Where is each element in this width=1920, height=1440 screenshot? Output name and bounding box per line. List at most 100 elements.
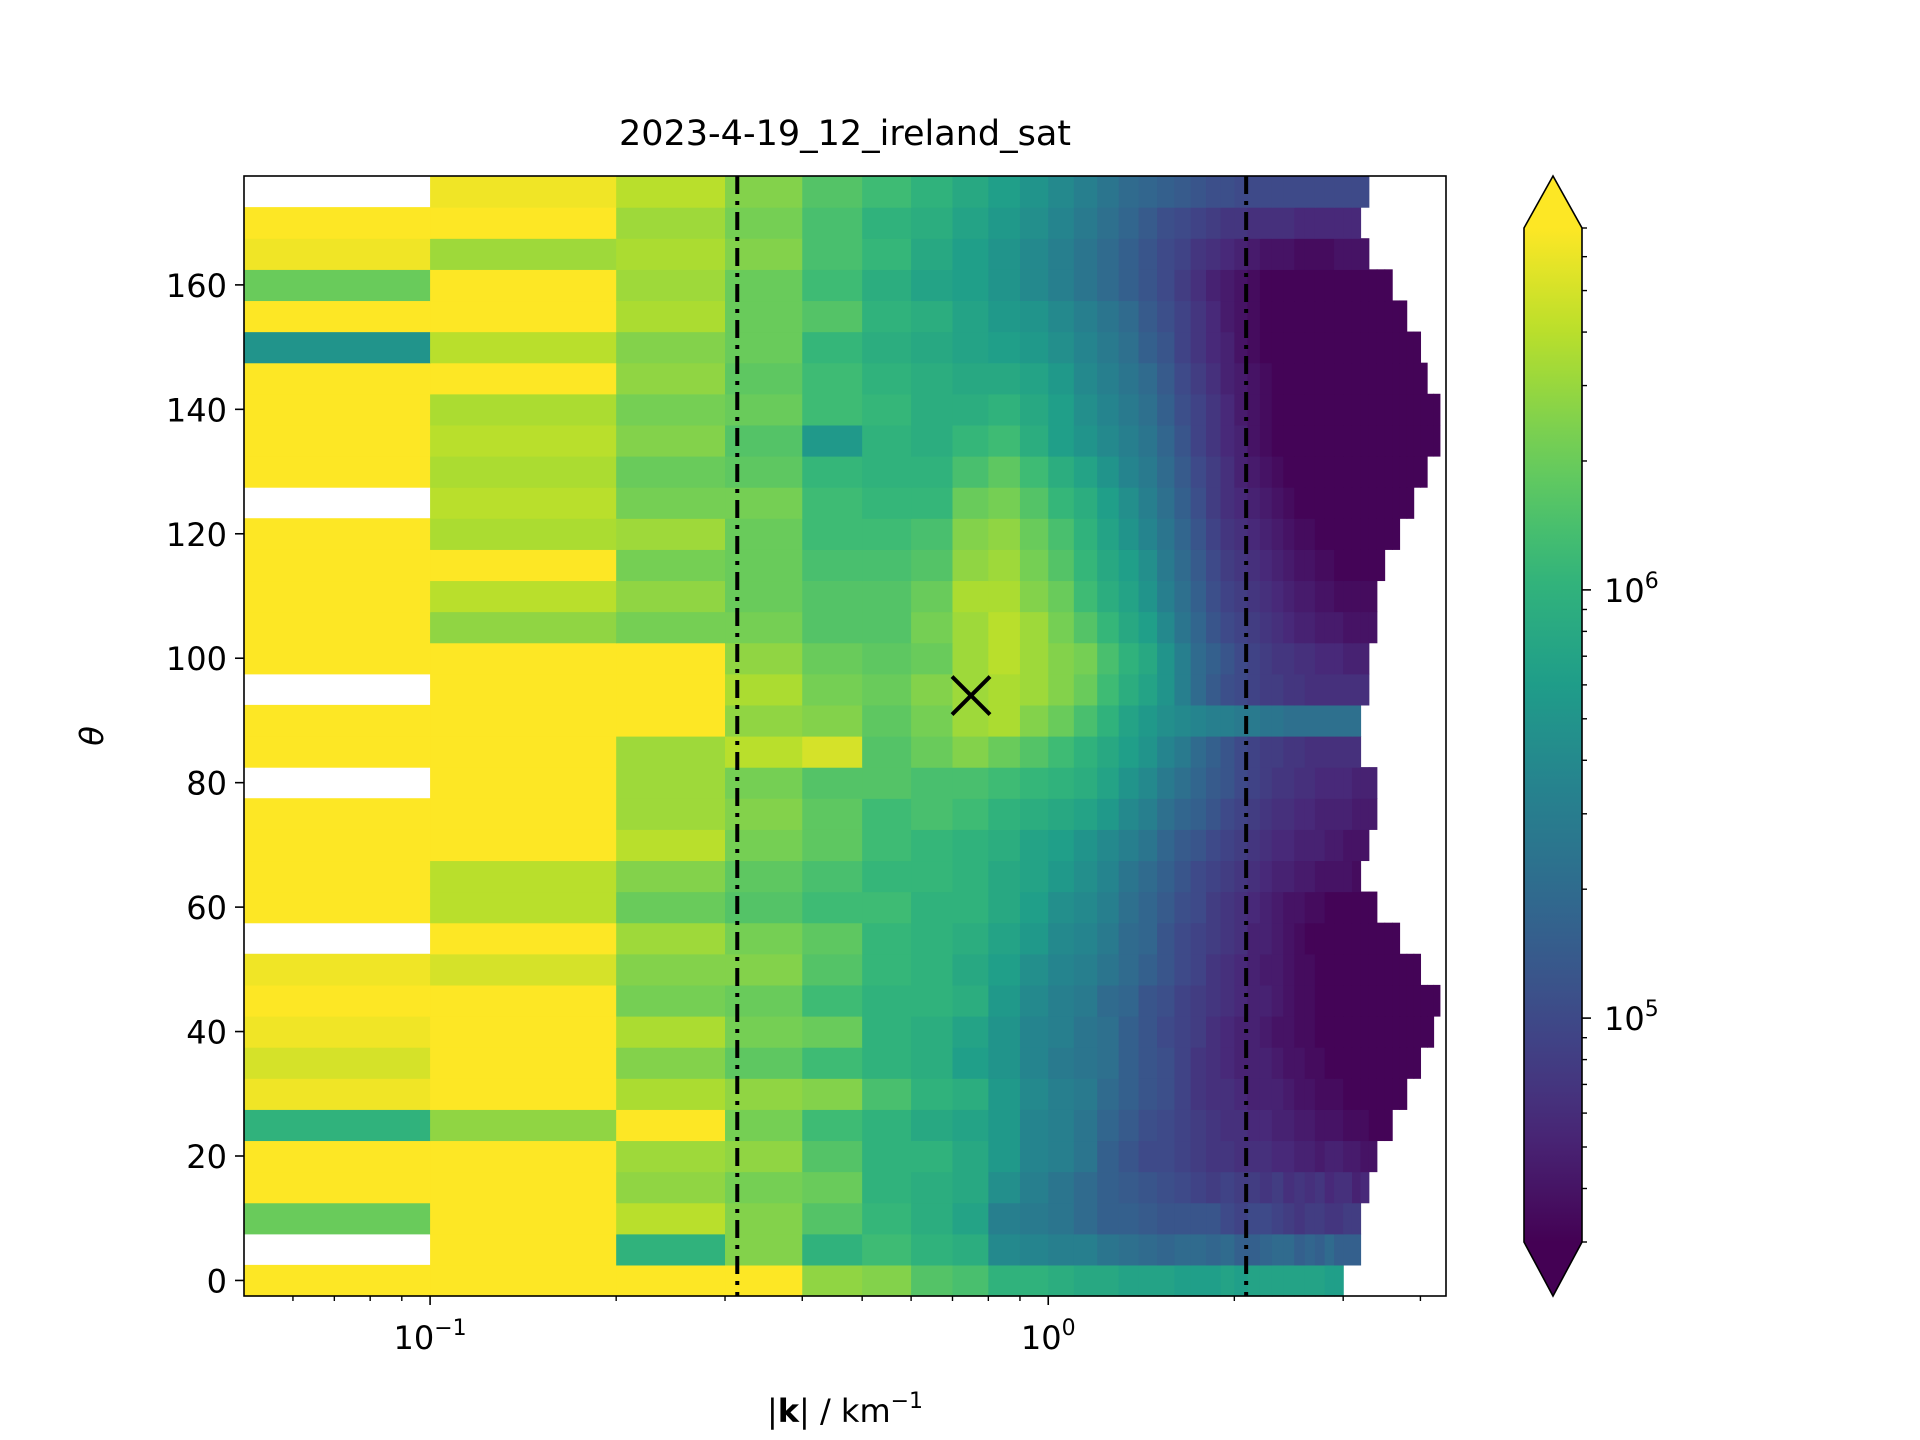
heatmap-cell bbox=[911, 1109, 954, 1142]
heatmap-cell bbox=[244, 1109, 431, 1142]
heatmap-cell bbox=[862, 1047, 912, 1079]
heatmap-cell bbox=[1334, 1202, 1344, 1235]
heatmap-cell bbox=[952, 642, 989, 675]
heatmap-cell bbox=[1048, 860, 1075, 893]
heatmap-cell bbox=[1406, 1016, 1415, 1048]
heatmap-cell bbox=[988, 331, 1021, 364]
heatmap-cell bbox=[1271, 1016, 1284, 1048]
heatmap-cell bbox=[244, 953, 431, 986]
heatmap-cell bbox=[1220, 953, 1235, 986]
heatmap-cell bbox=[1334, 331, 1344, 364]
heatmap-cell bbox=[1097, 207, 1120, 239]
heatmap-cell bbox=[1343, 424, 1353, 457]
heatmap-cell bbox=[952, 860, 989, 893]
heatmap-cell bbox=[1073, 393, 1098, 426]
heatmap-cell bbox=[244, 518, 431, 550]
heatmap-cell bbox=[1304, 1109, 1316, 1142]
heatmap-cell bbox=[1138, 829, 1158, 862]
heatmap-cell bbox=[952, 1264, 989, 1297]
heatmap-cell bbox=[1019, 829, 1049, 862]
heatmap-cell bbox=[988, 673, 1021, 706]
heatmap-cell bbox=[1334, 860, 1344, 893]
heatmap-cell bbox=[1351, 1171, 1362, 1204]
heatmap-cell bbox=[244, 456, 431, 488]
heatmap-cell bbox=[911, 736, 954, 768]
heatmap-cell bbox=[1368, 549, 1378, 582]
heatmap-cell bbox=[1368, 1140, 1378, 1173]
heatmap-cell bbox=[1206, 300, 1222, 333]
heatmap-cell bbox=[1304, 207, 1316, 239]
heatmap-cell bbox=[1294, 487, 1306, 519]
heatmap-cell bbox=[1157, 1233, 1176, 1266]
heatmap-cell bbox=[1247, 1202, 1261, 1235]
heatmap-cell bbox=[1118, 176, 1140, 208]
heatmap-cell bbox=[1118, 767, 1140, 799]
heatmap-cell bbox=[1334, 1078, 1344, 1110]
heatmap-cell bbox=[1334, 829, 1344, 862]
heatmap-cell bbox=[952, 580, 989, 613]
heatmap-cell bbox=[244, 1140, 431, 1173]
heatmap-cell bbox=[244, 642, 431, 675]
heatmap-cell bbox=[1138, 767, 1158, 799]
heatmap-cell bbox=[1138, 1140, 1158, 1173]
heatmap-cell bbox=[430, 424, 617, 457]
heatmap-cell bbox=[430, 1202, 617, 1235]
heatmap-cell bbox=[1304, 767, 1316, 799]
heatmap-cell bbox=[1190, 580, 1207, 613]
heatmap-cell bbox=[244, 1078, 431, 1110]
heatmap-cell bbox=[1324, 1140, 1335, 1173]
heatmap-cell bbox=[988, 1109, 1021, 1142]
heatmap-cell bbox=[1259, 736, 1273, 768]
heatmap-cell bbox=[1334, 953, 1344, 986]
heatmap-cell bbox=[1376, 549, 1386, 582]
heatmap-cell bbox=[1368, 891, 1378, 924]
heatmap-cell bbox=[244, 269, 431, 302]
heatmap-cell bbox=[1392, 300, 1401, 333]
heatmap-cell bbox=[1206, 736, 1222, 768]
heatmap-cell bbox=[1294, 456, 1306, 488]
heatmap-cell bbox=[616, 207, 726, 239]
heatmap-cell bbox=[1283, 1016, 1295, 1048]
heatmap-cell bbox=[1304, 1016, 1316, 1048]
heatmap-cell bbox=[1406, 424, 1415, 457]
heatmap-cell bbox=[1351, 611, 1362, 644]
heatmap-cell bbox=[952, 673, 989, 706]
heatmap-cell bbox=[1351, 331, 1362, 364]
heatmap-cell bbox=[1073, 238, 1098, 270]
heatmap-cell bbox=[862, 393, 912, 426]
heatmap-cell bbox=[1294, 580, 1306, 613]
heatmap-cell bbox=[1314, 487, 1326, 519]
heatmap-cell bbox=[1368, 269, 1378, 302]
heatmap-cell bbox=[1368, 300, 1378, 333]
heatmap-cell bbox=[430, 673, 617, 706]
heatmap-cell bbox=[952, 487, 989, 519]
heatmap-cell bbox=[1294, 238, 1306, 270]
heatmap-cell bbox=[1073, 331, 1098, 364]
heatmap-cell bbox=[1334, 1233, 1344, 1266]
heatmap-cell bbox=[1304, 922, 1316, 955]
heatmap-cell bbox=[1399, 393, 1408, 426]
heatmap-cell bbox=[1304, 673, 1316, 706]
colorbar: 105 106 bbox=[1523, 174, 1659, 1298]
heatmap-cell bbox=[1384, 922, 1393, 955]
heatmap-cell bbox=[244, 611, 431, 644]
heatmap-cell bbox=[1351, 891, 1362, 924]
heatmap-cell bbox=[1294, 424, 1306, 457]
heatmap-cell bbox=[1247, 518, 1261, 550]
heatmap-cell bbox=[1413, 1016, 1422, 1048]
heatmap-cell bbox=[862, 487, 912, 519]
heatmap-cell bbox=[1343, 1140, 1353, 1173]
heatmap-cell bbox=[1019, 1264, 1049, 1297]
heatmap-cell bbox=[1294, 829, 1306, 862]
heatmap-cell bbox=[430, 456, 617, 488]
heatmap-cell bbox=[1392, 362, 1401, 395]
heatmap-cell bbox=[1384, 953, 1393, 986]
heatmap-cell bbox=[802, 1047, 863, 1079]
heatmap-cell bbox=[1019, 207, 1049, 239]
heatmap-cell bbox=[1048, 549, 1075, 582]
heatmap-cell bbox=[1314, 922, 1326, 955]
heatmap-cell bbox=[911, 207, 954, 239]
y-axis-ticks: 0 20 40 60 80 100 120 140 160 bbox=[166, 267, 244, 1300]
heatmap-cell bbox=[1174, 456, 1192, 488]
heatmap-cell bbox=[1206, 891, 1222, 924]
